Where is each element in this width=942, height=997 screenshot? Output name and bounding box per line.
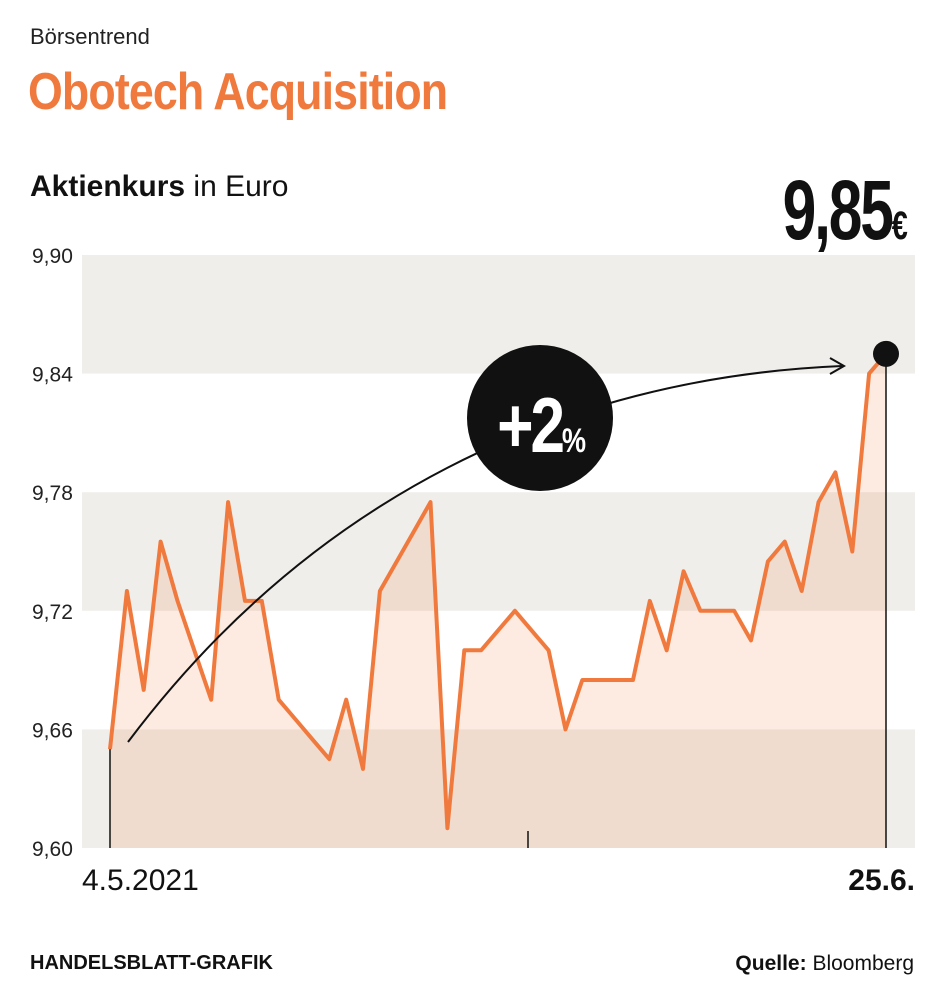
kicker: Börsentrend [30, 24, 150, 49]
x-label-end: 25.6. [848, 864, 915, 897]
source-label: Quelle: [735, 952, 807, 975]
subtitle-bold: Aktienkurs [30, 170, 186, 203]
trend-arrowhead [829, 357, 847, 375]
x-label-start: 4.5.2021 [82, 864, 199, 897]
source: Quelle: Bloomberg [735, 952, 914, 976]
grid-band [82, 255, 915, 374]
grid-bands [82, 255, 915, 848]
y-tick-label: 9,66 [32, 719, 73, 742]
chart-subtitle: Aktienkurs in Euro [30, 170, 288, 204]
change-badge-value: +2 [497, 381, 563, 468]
end-point-dot [873, 340, 899, 367]
y-tick-label: 9,78 [32, 482, 73, 505]
change-badge-circle [467, 345, 613, 491]
chart-title: Obotech Acquisition [28, 63, 448, 121]
price-area [110, 353, 886, 848]
subtitle-unit: in Euro [185, 170, 289, 203]
grid-band [82, 729, 915, 848]
y-tick-label: 9,72 [32, 601, 73, 624]
last-value: 9,85€ [783, 168, 908, 252]
last-value-number: 9,85 [782, 163, 894, 257]
y-tick-label: 9,60 [32, 838, 73, 861]
y-axis: 9,60 9,66 9,72 9,78 9,84 9,90 [32, 245, 73, 861]
trend-arrow [127, 365, 843, 743]
change-badge: +2% [467, 345, 613, 491]
y-tick-label: 9,90 [32, 245, 73, 268]
change-badge-percent: % [562, 421, 586, 460]
y-tick-label: 9,84 [32, 364, 73, 387]
currency-symbol: € [891, 204, 908, 248]
credit: HANDELSBLATT-GRAFIK [30, 952, 273, 974]
source-name: Bloomberg [806, 952, 914, 975]
price-line [108, 352, 888, 831]
